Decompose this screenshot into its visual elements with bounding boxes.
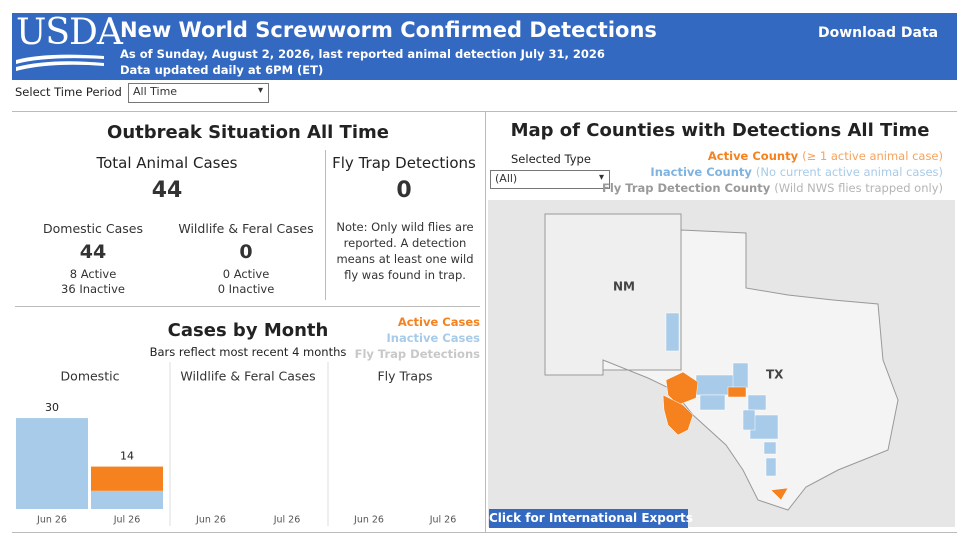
map-label: TX — [766, 368, 784, 382]
panel-title: Wildlife & Feral Cases — [180, 369, 315, 384]
kpi-value: 44 — [151, 178, 183, 203]
x-tick-label: Jul 26 — [273, 515, 301, 526]
kpi-detail: 36 Inactive — [61, 282, 125, 296]
legend-entry: Fly Trap Detections — [354, 347, 480, 361]
data-label: 14 — [120, 450, 134, 463]
kpi-value: 0 — [396, 178, 412, 203]
header-bar — [12, 13, 957, 80]
map-title: Map of Counties with Detections All Time — [510, 120, 930, 141]
x-tick-label: Jun 26 — [36, 515, 67, 526]
divider — [485, 111, 486, 532]
title: New World Screwworm Confirmed Detections — [120, 18, 657, 42]
kpi-label: Fly Trap Detections — [332, 154, 476, 172]
map-legend-label: Fly Trap Detection County — [601, 181, 771, 195]
map-legend-label: Active County — [707, 149, 799, 163]
panel-title: Domestic — [61, 369, 120, 384]
kpi-label: Wildlife & Feral Cases — [178, 221, 314, 236]
kpi-detail: 0 Inactive — [217, 282, 275, 296]
data-label: 30 — [45, 401, 59, 414]
x-tick-label: Jul 26 — [429, 515, 457, 526]
kpi-label: Domestic Cases — [43, 221, 143, 236]
trap-note: Note: Only wild flies are reported. A de… — [336, 220, 474, 282]
panel-title: Fly Traps — [377, 369, 432, 384]
bar-segment — [16, 418, 88, 509]
legend-entry: Active Cases — [397, 315, 480, 329]
kpi-detail: 8 Active — [69, 267, 117, 281]
legend-entry: Inactive Cases — [386, 331, 480, 345]
divider — [12, 111, 957, 112]
map-legend-note: (Wild NWS flies trapped only) — [774, 181, 943, 195]
x-tick-label: Jul 26 — [113, 515, 141, 526]
map: NM TX — [488, 200, 955, 527]
logo: USDA — [16, 12, 123, 53]
x-tick-label: Jun 26 — [195, 515, 226, 526]
map-legend-entry: Inactive County (No current active animal… — [650, 165, 943, 179]
x-tick-label: Jun 26 — [353, 515, 384, 526]
section-title: Outbreak Situation All Time — [107, 122, 389, 143]
map-legend-entry: Fly Trap Detection County (Wild NWS flies… — [602, 181, 943, 195]
subtitle: As of Sunday, August 2, 2026, last repor… — [120, 47, 605, 61]
exports-button[interactable]: Click for International Exports — [489, 509, 693, 528]
type-filter-label: Selected Type — [511, 152, 591, 166]
kpi-value: 44 — [79, 241, 107, 263]
divider — [325, 150, 326, 300]
time-filter-dropdown[interactable]: All Time — [128, 83, 269, 103]
chart: Domestic Jun 26 30 Jul 26 14 Wildlife & Feral… — [16, 362, 457, 526]
time-filter-label: Select Time Period — [15, 85, 122, 99]
update-note: Data updated daily at 6PM (ET) — [120, 63, 324, 77]
map-legend-label: Inactive County — [650, 165, 752, 179]
kpi-label: Total Animal Cases — [96, 154, 238, 172]
bar-segment — [91, 490, 163, 509]
bar-segment — [91, 466, 163, 491]
map-legend-entry: Active County (≥ 1 active animal case) — [708, 149, 943, 163]
map-legend-note: (≥ 1 active animal case) — [802, 149, 943, 163]
type-filter-dropdown[interactable]: (All) — [490, 170, 610, 189]
download-link[interactable]: Download Data — [818, 25, 939, 41]
map-label: NM — [613, 280, 635, 294]
logo-waves — [16, 54, 104, 71]
kpi-detail: 0 Active — [222, 267, 270, 281]
chart-title: Cases by Month — [167, 320, 329, 341]
kpi-value: 0 — [239, 241, 253, 263]
divider — [12, 532, 957, 533]
chart-subtitle: Bars reflect most recent 4 months — [149, 345, 347, 359]
divider — [15, 306, 480, 307]
map-legend-note: (No current active animal cases) — [755, 165, 943, 179]
